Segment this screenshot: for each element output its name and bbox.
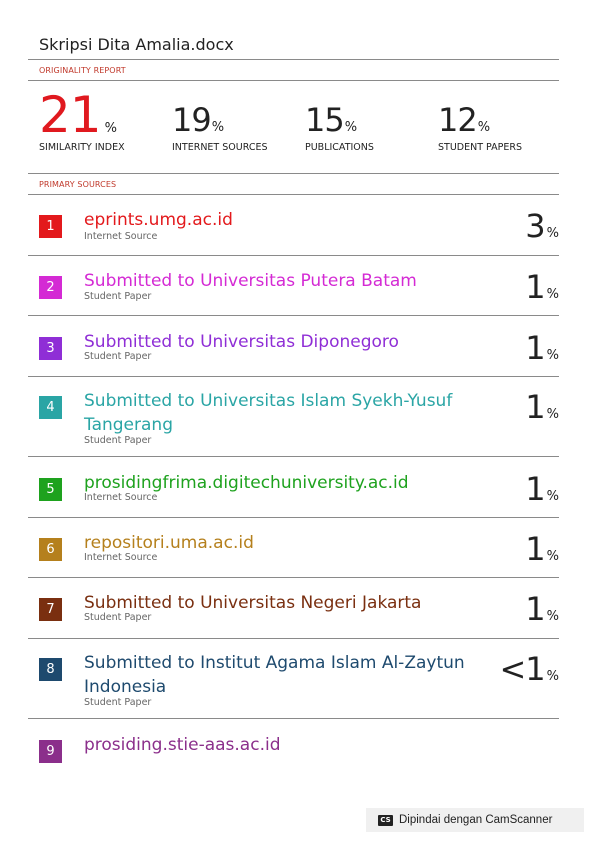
source-type: Student Paper xyxy=(84,612,152,623)
camscanner-logo-icon: CS xyxy=(378,814,393,826)
source-rank-badge: 1 xyxy=(39,215,62,238)
stat-label: STUDENT PAPERS xyxy=(438,142,523,153)
source-percentage-value: 3 xyxy=(525,207,545,245)
source-title[interactable]: prosidingfrima.digitechuniversity.ac.id xyxy=(84,473,409,493)
source-percentage-unit: % xyxy=(546,407,559,422)
source-percentage-unit: % xyxy=(546,669,559,684)
similarity-index-stat: 21% SIMILARITY INDEX xyxy=(39,86,125,153)
source-percentage-value: 1 xyxy=(525,590,545,628)
divider xyxy=(28,194,559,195)
source-percentage: 1% xyxy=(525,590,559,628)
divider xyxy=(28,173,559,174)
source-rank-badge: 7 xyxy=(39,598,62,621)
source-percentage-unit: % xyxy=(546,348,559,363)
divider xyxy=(28,315,559,316)
source-percentage-value: 1 xyxy=(525,268,545,306)
source-title[interactable]: Submitted to Universitas Diponegoro xyxy=(84,332,399,352)
originality-report-label: ORIGINALITY REPORT xyxy=(39,66,126,75)
stat-unit: % xyxy=(344,120,358,135)
source-percentage: 1% xyxy=(525,268,559,306)
source-percentage-value: 1 xyxy=(525,470,545,508)
stat-value: 21 xyxy=(39,86,102,144)
source-title[interactable]: Submitted to Institut Agama Islam Al-Zay… xyxy=(84,653,465,697)
divider xyxy=(28,638,559,639)
stat-unit: % xyxy=(104,121,117,136)
source-type: Student Paper xyxy=(84,351,152,362)
divider xyxy=(28,577,559,578)
source-percentage-value: 1 xyxy=(525,388,545,426)
source-percentage: 1% xyxy=(525,530,559,568)
source-percentage: 3% xyxy=(525,207,559,245)
publications-stat: 15% PUBLICATIONS xyxy=(305,101,374,153)
source-rank-badge: 5 xyxy=(39,478,62,501)
source-percentage: 1% xyxy=(525,388,559,426)
stat-label: SIMILARITY INDEX xyxy=(39,142,125,153)
document-title: Skripsi Dita Amalia.docx xyxy=(39,35,234,54)
source-percentage-unit: % xyxy=(546,287,559,302)
stat-value: 15 xyxy=(305,101,345,139)
source-percentage-value: 1 xyxy=(525,329,545,367)
source-rank-badge: 6 xyxy=(39,538,62,561)
source-percentage: 1% xyxy=(525,329,559,367)
primary-sources-label: PRIMARY SOURCES xyxy=(39,180,117,189)
source-type: Internet Source xyxy=(84,552,158,563)
source-type: Student Paper xyxy=(84,697,152,708)
camscanner-text: Dipindai dengan CamScanner xyxy=(399,814,553,826)
divider xyxy=(28,255,559,256)
stat-unit: % xyxy=(211,120,225,135)
divider xyxy=(28,718,559,719)
source-title[interactable]: prosiding.stie-aas.ac.id xyxy=(84,735,281,755)
source-title[interactable]: repositori.uma.ac.id xyxy=(84,533,254,553)
source-title[interactable]: Submitted to Universitas Islam Syekh-Yus… xyxy=(84,391,453,435)
source-type: Student Paper xyxy=(84,435,152,446)
source-percentage: <1% xyxy=(499,650,559,688)
divider xyxy=(28,59,559,60)
source-rank-badge: 9 xyxy=(39,740,62,763)
source-title[interactable]: Submitted to Universitas Negeri Jakarta xyxy=(84,593,422,613)
stat-value: 12 xyxy=(438,101,478,139)
source-type: Student Paper xyxy=(84,291,152,302)
source-percentage-value: 1 xyxy=(525,530,545,568)
source-percentage: 1% xyxy=(525,470,559,508)
source-title[interactable]: eprints.umg.ac.id xyxy=(84,210,233,230)
student-papers-stat: 12% STUDENT PAPERS xyxy=(438,101,522,153)
stat-unit: % xyxy=(477,120,491,135)
divider xyxy=(28,456,559,457)
internet-sources-stat: 19% INTERNET SOURCES xyxy=(172,101,268,153)
source-rank-badge: 4 xyxy=(39,396,62,419)
source-rank-badge: 2 xyxy=(39,276,62,299)
divider xyxy=(28,80,559,81)
source-rank-badge: 3 xyxy=(39,337,62,360)
source-type: Internet Source xyxy=(84,492,158,503)
stat-label: INTERNET SOURCES xyxy=(172,142,268,153)
source-title[interactable]: Submitted to Universitas Putera Batam xyxy=(84,271,417,291)
source-percentage-unit: % xyxy=(546,549,559,564)
source-percentage-unit: % xyxy=(546,609,559,624)
stat-value: 19 xyxy=(172,101,212,139)
source-percentage-unit: % xyxy=(546,489,559,504)
camscanner-footer: CS Dipindai dengan CamScanner xyxy=(366,808,584,832)
divider xyxy=(28,376,559,377)
stat-label: PUBLICATIONS xyxy=(305,142,374,153)
source-type: Internet Source xyxy=(84,231,158,242)
source-percentage-value: <1 xyxy=(499,650,545,688)
source-rank-badge: 8 xyxy=(39,658,62,681)
source-percentage-unit: % xyxy=(546,226,559,241)
divider xyxy=(28,517,559,518)
